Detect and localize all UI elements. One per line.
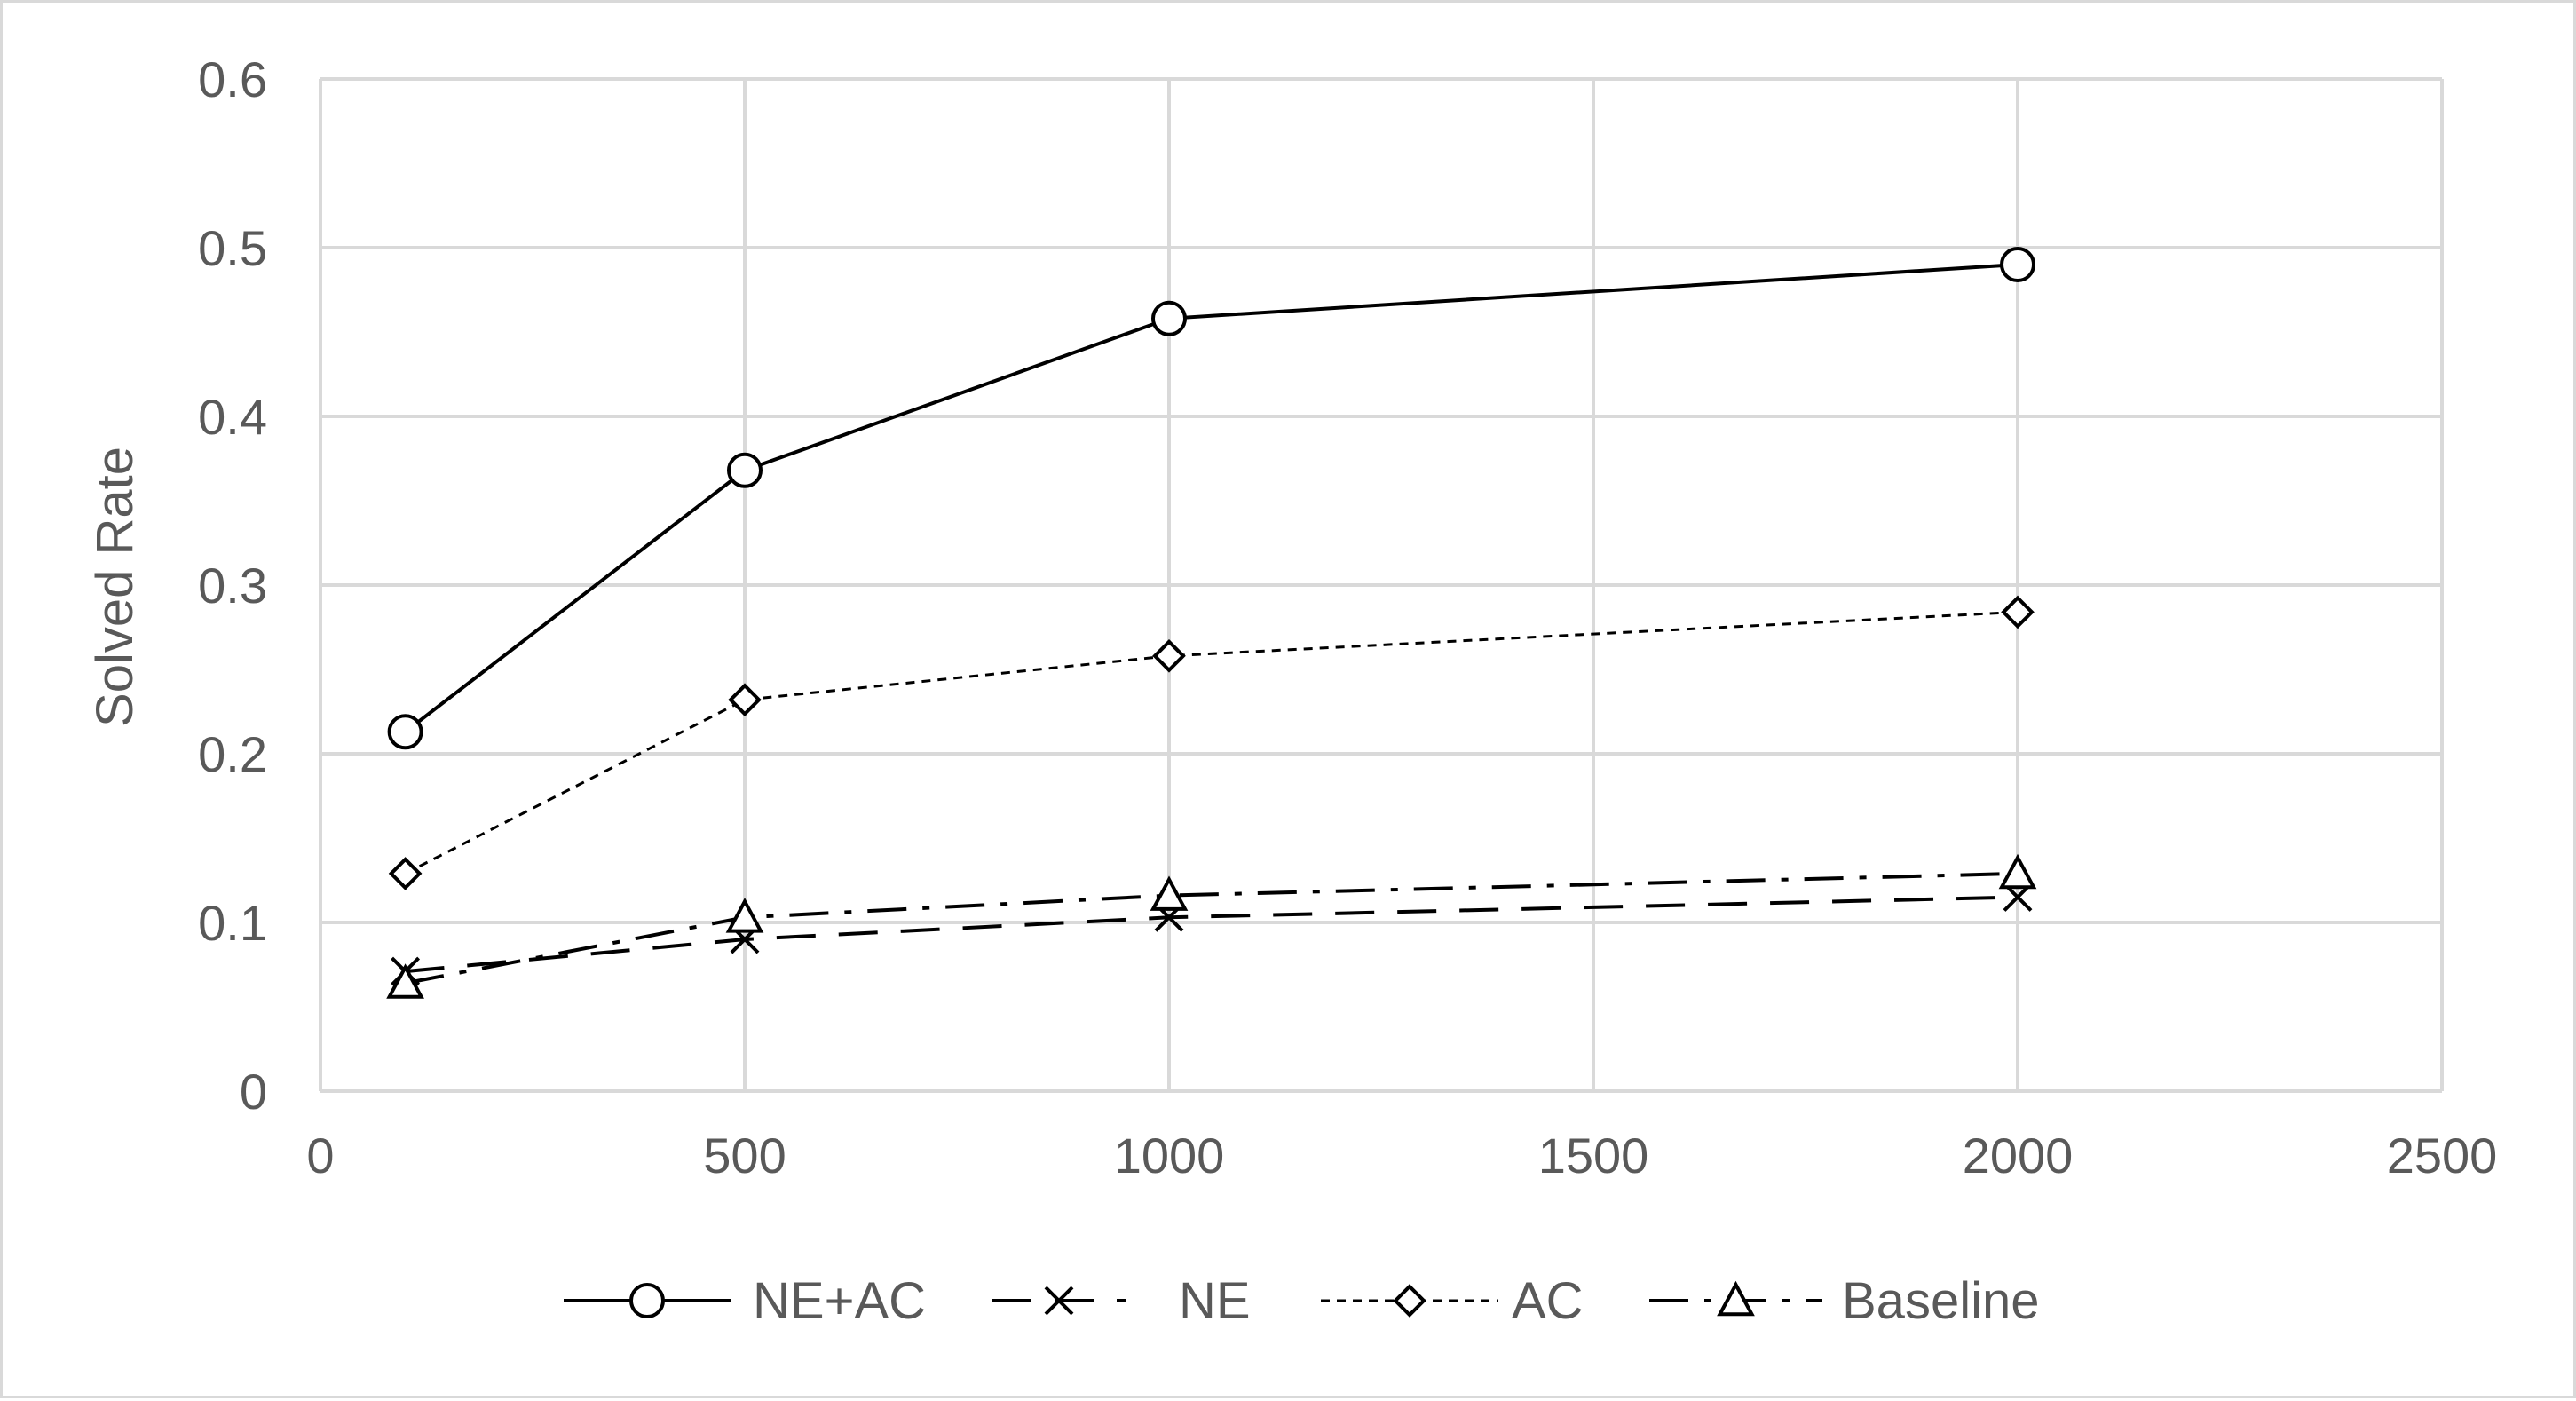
y-tick-label: 0.2	[198, 726, 267, 782]
legend-label: NE+AC	[753, 1272, 926, 1330]
data-point	[1150, 875, 1189, 911]
legend-entry: AC	[1321, 1272, 1584, 1330]
series-line	[404, 263, 2019, 733]
x-tick-label: 1000	[1114, 1128, 1225, 1183]
tick-labels: 0 0.1 0.2 0.3 0.4 0.5 0.6 0 500 1000 1500 2000 2500	[198, 51, 2497, 1183]
series-line	[404, 610, 2019, 875]
data-point	[2001, 595, 2035, 629]
data-point	[386, 963, 424, 999]
legend-swatch-marker	[629, 1283, 665, 1318]
series-baseline	[386, 853, 2037, 999]
series-ne	[391, 883, 2033, 986]
y-tick-label: 0	[240, 1064, 267, 1120]
legend: NE+AC NE AC Baseline	[564, 1272, 2039, 1330]
legend-swatch-marker	[1393, 1284, 1426, 1318]
y-tick-label: 0.4	[198, 389, 267, 445]
x-tick-label: 1500	[1538, 1128, 1649, 1183]
x-tick-label: 2000	[1963, 1128, 2074, 1183]
gridlines	[320, 77, 2444, 1091]
legend-label: Baseline	[1842, 1272, 2039, 1330]
data-point	[728, 683, 762, 717]
legend-entry: NE+AC	[564, 1272, 926, 1330]
y-tick-label: 0.1	[198, 895, 267, 951]
series-group	[386, 247, 2037, 999]
data-point	[388, 857, 423, 890]
y-tick-label: 0.5	[198, 220, 267, 276]
legend-swatch-marker	[1717, 1280, 1755, 1317]
legend-entry: NE	[992, 1272, 1251, 1330]
axes	[319, 79, 2442, 1093]
x-tick-label: 2500	[2387, 1128, 2498, 1183]
data-point	[1151, 300, 1187, 336]
series-ac	[388, 595, 2035, 890]
x-tick-label: 500	[703, 1128, 786, 1183]
y-axis-title: Solved Rate	[86, 447, 144, 727]
series-ne-ac	[387, 247, 2035, 750]
series-line	[405, 895, 2019, 974]
line-chart: 00.10.20.30.40.50.60 500 1000 1500 2000 2500 …	[86, 51, 2497, 1330]
series-line	[405, 871, 2019, 985]
data-point	[1152, 638, 1186, 673]
data-point	[2000, 247, 2035, 282]
x-tick-label: 0	[306, 1128, 334, 1183]
legend-label: AC	[1512, 1272, 1584, 1330]
legend-swatch-marker	[1044, 1286, 1074, 1316]
data-point	[727, 452, 763, 488]
y-tick-label: 0.3	[198, 558, 267, 613]
data-point	[725, 898, 764, 933]
y-tick-label: 0.6	[198, 51, 267, 107]
legend-label: NE	[1179, 1272, 1251, 1330]
legend-entry: Baseline	[1649, 1272, 2039, 1330]
data-point	[1998, 853, 2037, 890]
data-point	[387, 714, 423, 750]
